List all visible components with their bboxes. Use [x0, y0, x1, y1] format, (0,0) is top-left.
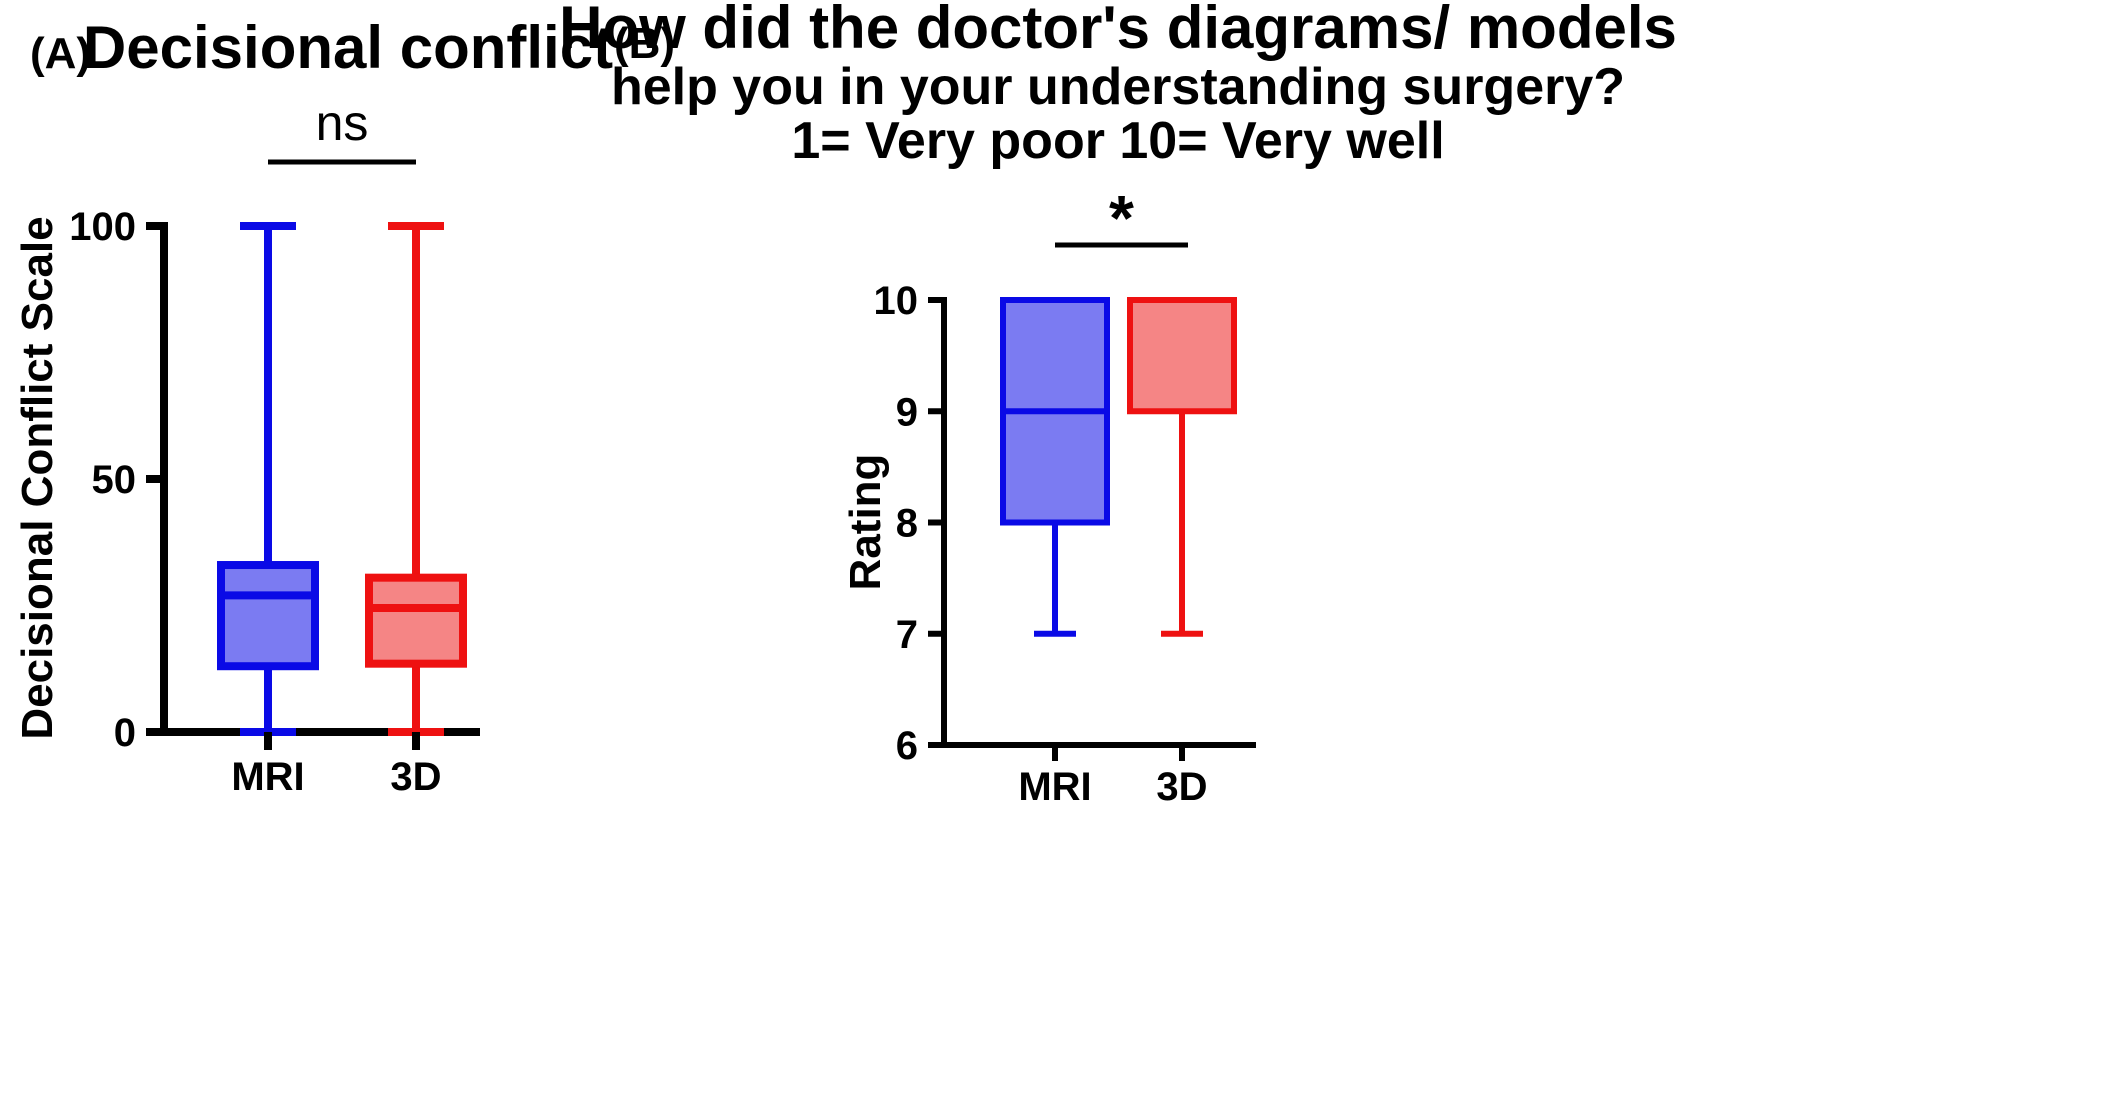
y-axis-label: Rating [841, 454, 890, 591]
iqr-box [1127, 297, 1237, 415]
chart-title: Decisional conflict [83, 14, 613, 81]
iqr-box [365, 573, 467, 668]
significance-label: * [1109, 182, 1134, 254]
x-tick-label: 3D [390, 755, 441, 799]
significance-label: ns [316, 95, 369, 151]
y-tick-label: 10 [874, 279, 919, 323]
chart-subtitle-line: 1= Very poor 10= Very well [791, 112, 1444, 170]
x-tick-label: 3D [1156, 765, 1207, 809]
y-axis-label: Decisional Conflict Scale [13, 216, 62, 739]
y-tick-label: 0 [114, 711, 136, 755]
iqr-box [217, 561, 319, 671]
y-tick-label: 100 [69, 205, 136, 249]
panel-label: (B) [614, 19, 675, 68]
chart-title: How did the doctor's diagrams/ models [559, 0, 1677, 61]
y-tick-label: 50 [92, 458, 137, 502]
box-mri [217, 222, 319, 736]
box-3d [365, 222, 467, 736]
chart-panel-b: (B)How did the doctor's diagrams/ models… [559, 0, 1677, 809]
chart-subtitle-line: help you in your understanding surgery? [611, 58, 1625, 116]
chart-panel-a: (A)Decisional conflict Decisional Conflic… [13, 14, 613, 799]
y-tick-label: 7 [896, 613, 918, 657]
panel-label: (A) [30, 29, 91, 78]
box-3d [1127, 297, 1237, 637]
x-tick-label: MRI [1018, 765, 1091, 809]
y-tick-label: 8 [896, 502, 918, 546]
y-tick-label: 9 [896, 390, 918, 434]
y-tick-label: 6 [896, 724, 918, 768]
x-tick-label: MRI [231, 755, 304, 799]
box-mri [1000, 297, 1110, 637]
